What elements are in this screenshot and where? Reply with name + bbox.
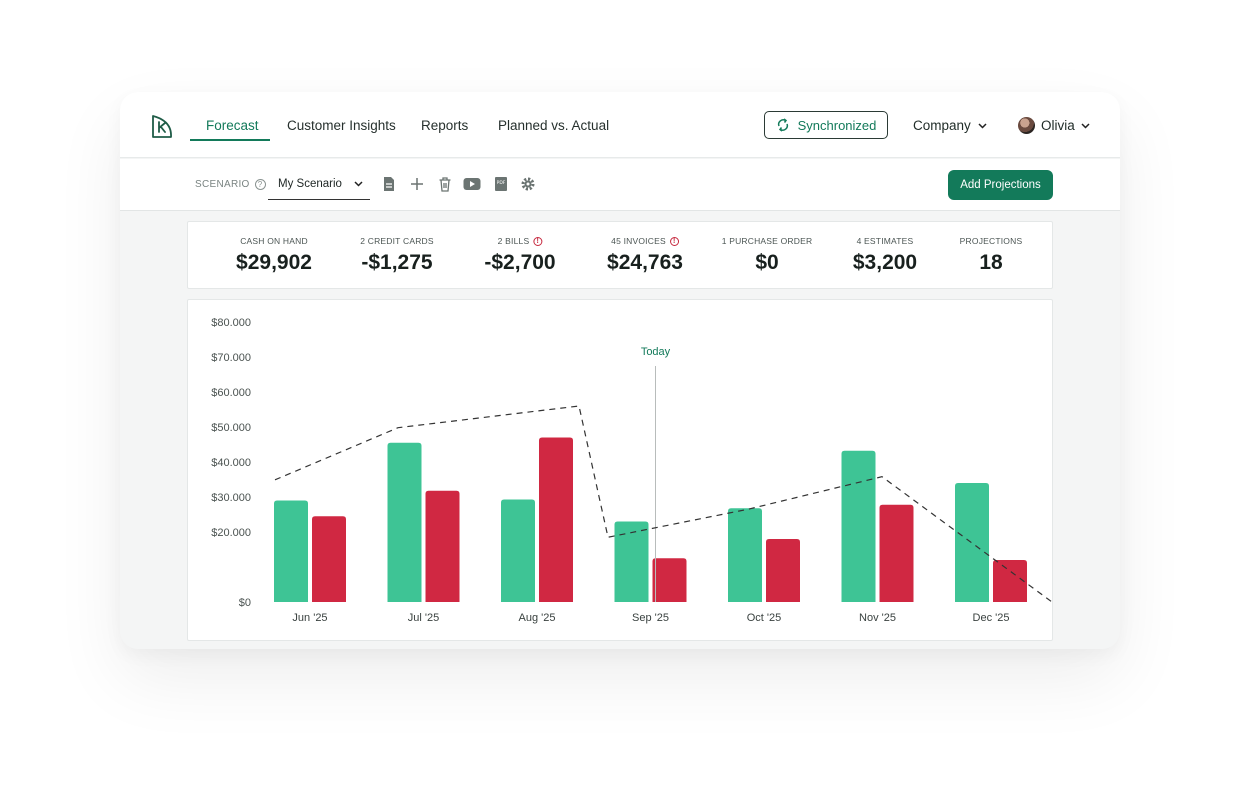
- x-tick-label: Nov '25: [859, 612, 896, 624]
- help-icon[interactable]: ?: [254, 179, 266, 190]
- company-label: Company: [913, 118, 971, 133]
- scenario-label-group: SCENARIO ?: [195, 179, 266, 190]
- stat-label-text: 2 BILLS: [497, 236, 530, 246]
- chevron-down-icon: [354, 181, 363, 187]
- add-projections-button[interactable]: Add Projections: [948, 170, 1053, 200]
- stat-label: 1 PURCHASE ORDER: [722, 236, 813, 246]
- document-icon[interactable]: [381, 176, 397, 192]
- company-dropdown[interactable]: Company: [913, 118, 987, 133]
- user-menu[interactable]: Olivia: [1018, 117, 1090, 134]
- pdf-icon[interactable]: PDF: [493, 176, 509, 192]
- inflow-bar: [387, 442, 422, 602]
- inflow-bar: [955, 483, 989, 602]
- stat-credit-cards[interactable]: 2 CREDIT CARDS -$1,275: [360, 236, 434, 275]
- scenario-select[interactable]: My Scenario: [268, 169, 370, 200]
- outflow-bar: [425, 490, 460, 602]
- gear-icon[interactable]: [520, 176, 536, 192]
- top-navbar: Forecast Customer Insights Reports Plann…: [120, 92, 1120, 158]
- inflow-bar: [274, 500, 308, 602]
- outflow-bar: [879, 504, 914, 602]
- outflow-bar: [993, 560, 1027, 602]
- tab-planned-vs-actual[interactable]: Planned vs. Actual: [498, 118, 610, 133]
- stat-invoices[interactable]: 45 INVOICES! $24,763: [607, 236, 683, 275]
- x-tick-label: Jul '25: [408, 612, 439, 624]
- trash-icon[interactable]: [437, 176, 453, 192]
- y-tick-label: $50.000: [211, 422, 251, 434]
- inflow-bar: [501, 499, 535, 602]
- y-tick-label: $80.000: [211, 317, 251, 329]
- stat-label-text: 4 ESTIMATES: [856, 236, 914, 246]
- user-name: Olivia: [1041, 118, 1075, 133]
- stat-value: -$1,275: [361, 251, 433, 274]
- stat-bills[interactable]: 2 BILLS! -$2,700: [484, 236, 555, 275]
- inflow-bar: [728, 508, 762, 602]
- tab-customer-insights[interactable]: Customer Insights: [287, 118, 396, 133]
- svg-text:PDF: PDF: [497, 180, 506, 186]
- stat-label: 2 BILLS!: [484, 236, 555, 246]
- stat-value: $3,200: [852, 251, 918, 274]
- cash-balance-line: [274, 405, 1053, 603]
- y-tick-label: $30.000: [211, 492, 251, 504]
- sync-label: Synchronized: [797, 117, 877, 133]
- plus-icon[interactable]: [409, 176, 425, 192]
- y-tick-label: $20.000: [211, 527, 251, 539]
- x-tick-label: Dec '25: [973, 612, 1010, 624]
- stat-label: 2 CREDIT CARDS: [360, 236, 434, 246]
- y-tick-label: $70.000: [211, 352, 251, 364]
- y-tick-label: $60.000: [211, 387, 251, 399]
- stat-cash-on-hand[interactable]: CASH ON HAND $29,902: [236, 236, 312, 275]
- forecast-chart-card: $0 $20.000 $30.000 $40.000 $50.000 $60.000 $70…: [187, 299, 1053, 641]
- avatar: [1018, 117, 1035, 134]
- leaf-logo-icon[interactable]: [150, 113, 174, 139]
- synchronized-button[interactable]: Synchronized: [764, 111, 888, 139]
- scenario-toolbar: SCENARIO ? My Scenario PDF Add Projectio…: [120, 159, 1120, 211]
- stat-purchase-order[interactable]: 1 PURCHASE ORDER $0: [722, 236, 813, 275]
- stat-label: CASH ON HAND: [236, 236, 312, 246]
- scenario-label: SCENARIO: [195, 179, 250, 190]
- video-icon[interactable]: [463, 176, 481, 192]
- outflow-bar: [652, 558, 687, 602]
- inflow-bar: [841, 450, 876, 602]
- scenario-value: My Scenario: [278, 178, 342, 190]
- chevron-down-icon: [978, 122, 987, 129]
- outflow-bar: [312, 516, 346, 602]
- sync-icon: [777, 118, 788, 132]
- stat-value: $24,763: [607, 251, 683, 274]
- stat-label-text: 2 CREDIT CARDS: [360, 236, 434, 246]
- stat-value: 18: [979, 251, 1003, 274]
- y-tick-label: $40.000: [211, 457, 251, 469]
- stat-projections[interactable]: PROJECTIONS 18: [960, 236, 1023, 275]
- stat-value: $29,902: [236, 251, 312, 274]
- tab-reports[interactable]: Reports: [421, 118, 469, 133]
- chevron-down-icon: [1081, 122, 1090, 129]
- x-tick-label: Aug '25: [519, 612, 556, 624]
- y-tick-label: $0: [239, 597, 251, 609]
- x-tick-label: Oct '25: [747, 612, 782, 624]
- stat-estimates[interactable]: 4 ESTIMATES $3,200: [853, 236, 917, 275]
- stat-label-text: 1 PURCHASE ORDER: [721, 236, 813, 246]
- stat-label-text: 45 INVOICES: [611, 236, 666, 246]
- inflow-bar: [614, 521, 649, 602]
- app-window: Forecast Customer Insights Reports Plann…: [120, 92, 1120, 649]
- forecast-chart: $0 $20.000 $30.000 $40.000 $50.000 $60.000 $70…: [211, 317, 1053, 624]
- x-tick-label: Sep '25: [632, 612, 669, 624]
- stat-label-text: CASH ON HAND: [240, 236, 308, 246]
- stat-value: $0: [755, 251, 779, 274]
- outflow-bar: [539, 437, 573, 602]
- today-label: Today: [641, 346, 671, 358]
- stat-label: 4 ESTIMATES: [853, 236, 917, 246]
- summary-stats-card: CASH ON HAND $29,902 2 CREDIT CARDS -$1,…: [187, 221, 1053, 289]
- stat-label: PROJECTIONS: [960, 236, 1023, 246]
- warning-icon: !: [669, 236, 679, 246]
- outflow-bar: [766, 539, 800, 602]
- stat-label-text: PROJECTIONS: [959, 236, 1023, 246]
- warning-icon: !: [533, 236, 543, 246]
- active-tab-indicator: [190, 139, 270, 141]
- stat-value: -$2,700: [484, 251, 556, 274]
- x-tick-label: Jun '25: [292, 612, 327, 624]
- stat-label: 45 INVOICES!: [607, 236, 683, 246]
- tab-forecast[interactable]: Forecast: [206, 118, 259, 133]
